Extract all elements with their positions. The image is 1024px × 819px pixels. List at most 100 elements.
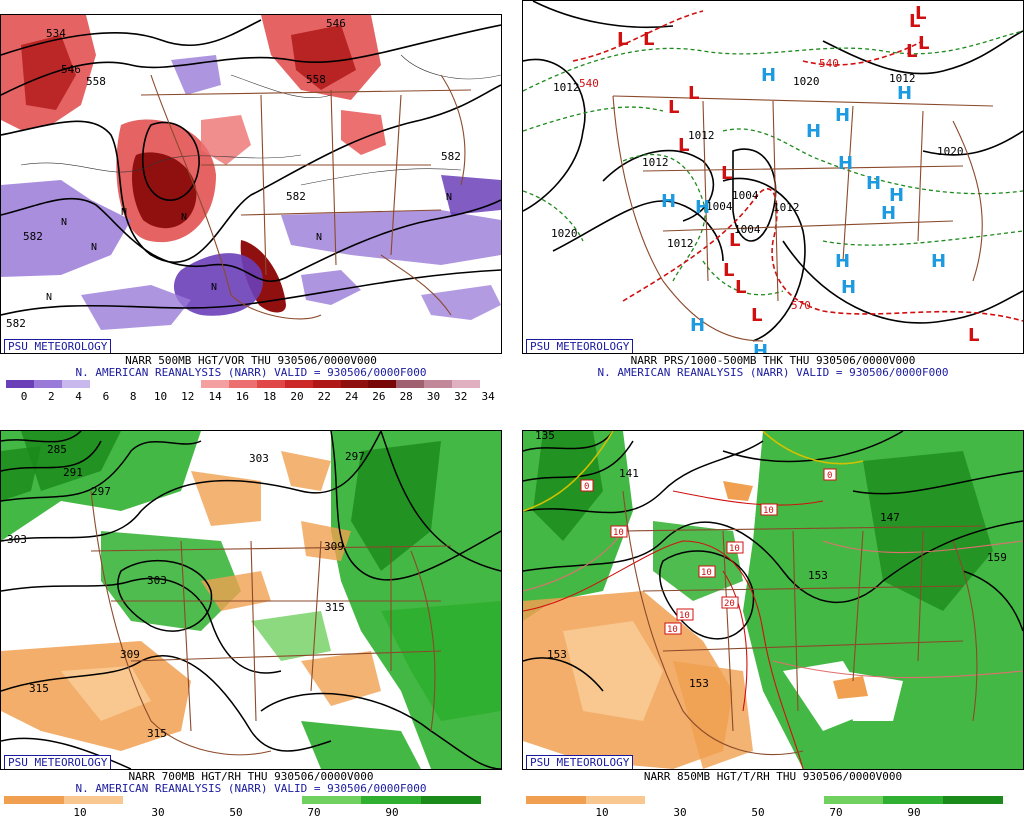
color-scale-tick-label: 14 (208, 390, 222, 403)
isobar-label: 1012 (889, 72, 916, 85)
color-scale-tick-label: 70 (307, 806, 321, 819)
vort-min-marker: N (181, 212, 187, 223)
panel-surface-pressure-thickness: 1012 540 1020 540 1012 1012 1020 1012 10… (522, 0, 1024, 404)
temp-label: 0 (584, 482, 589, 492)
thickness-label: 540 (579, 77, 599, 90)
color-scale-segment (526, 796, 586, 804)
temp-label: 20 (724, 599, 735, 609)
high-pressure-marker: H (881, 203, 896, 224)
credit-label: PSU METEOROLOGY (526, 339, 634, 353)
contour-label: 315 (325, 601, 345, 614)
contour-label: 303 (249, 452, 269, 465)
contour-label: 285 (47, 443, 67, 456)
vort-min-marker: N (211, 282, 217, 293)
high-pressure-marker: H (835, 251, 850, 272)
thickness-label: 570 (791, 299, 811, 312)
color-scale-ticks: 10 30 50 70 90 (0, 806, 502, 819)
contour-label: 582 (286, 190, 306, 203)
isobar-label: 1012 (688, 129, 715, 142)
high-pressure-marker: H (897, 83, 912, 104)
isobar-label: 1004 (734, 223, 761, 236)
contour-label: 582 (23, 230, 43, 243)
color-scale-segment (242, 796, 302, 804)
temp-label: 10 (763, 506, 774, 516)
high-pressure-marker: H (866, 173, 881, 194)
color-scale-tick-label: 90 (907, 806, 921, 819)
high-pressure-marker: H (695, 197, 710, 218)
map-700mb: 285 291 297 303 303 297 309 303 315 309 … (0, 430, 502, 770)
contour-label: 291 (63, 466, 83, 479)
temp-label: 10 (667, 625, 678, 635)
color-scale-tick-label: 32 (454, 390, 468, 403)
color-scale-segment (424, 380, 453, 388)
color-scale-tick-label: 30 (426, 390, 441, 403)
high-pressure-marker: H (753, 341, 768, 353)
color-scale-tick-label: 30 (673, 806, 687, 819)
color-scale-tick-label: 4 (75, 390, 82, 403)
color-scale-segment (117, 380, 146, 388)
vort-min-marker: N (46, 292, 52, 303)
low-pressure-marker: L (678, 135, 689, 156)
panel-500mb-vorticity: N N N N N N N N 534 546 558 558 582 582 … (0, 14, 502, 404)
color-scale-segment (942, 796, 1003, 804)
low-pressure-marker: L (906, 41, 917, 62)
isobar-label: 1012 (773, 201, 800, 214)
isobar-label: 1004 (732, 189, 759, 202)
color-scale-segment (340, 380, 369, 388)
color-scale-tick-label: 10 (595, 806, 609, 819)
low-pressure-marker: L (735, 277, 746, 298)
high-pressure-marker: H (838, 153, 853, 174)
panel-subtitle: N. AMERICAN REANALYSIS (NARR) VALID = 93… (75, 366, 427, 379)
color-scale-segment (33, 380, 63, 388)
high-pressure-marker: H (841, 277, 856, 298)
color-scale-tick-label: 30 (151, 806, 165, 819)
isobar-label: 1012 (553, 81, 580, 94)
low-pressure-marker: L (721, 163, 732, 184)
low-pressure-marker: L (723, 260, 734, 281)
low-pressure-marker: L (688, 83, 699, 104)
isobar-label: 1012 (642, 156, 669, 169)
contour-label: 309 (324, 540, 344, 553)
color-scale-segment (173, 380, 202, 388)
color-scale-segment (704, 796, 765, 804)
color-scale-bar (526, 796, 1003, 806)
contour-label: 159 (987, 551, 1007, 564)
contour-label: 153 (547, 648, 567, 661)
panel-700mb-rh: 285 291 297 303 303 297 309 303 315 309 … (0, 430, 502, 819)
color-scale-segment (61, 380, 91, 388)
high-pressure-marker: H (690, 315, 705, 336)
isobar-label: 1020 (937, 145, 964, 158)
credit-label: PSU METEOROLOGY (4, 755, 112, 769)
high-pressure-marker: H (931, 251, 946, 272)
color-scale-ticks: 10 30 50 70 90 (522, 806, 1024, 819)
high-pressure-marker: H (806, 121, 821, 142)
low-pressure-marker: L (918, 33, 929, 54)
contour-label: 303 (147, 574, 167, 587)
color-scale-segment (229, 380, 258, 388)
temp-label: 10 (729, 544, 740, 554)
isobar-label: 1020 (793, 75, 820, 88)
low-pressure-marker: L (968, 325, 979, 346)
vort-min-marker: N (91, 242, 97, 253)
panel-title: NARR 500MB HGT/VOR THU 930506/0000V000 (125, 354, 377, 367)
contour-label: 558 (86, 75, 106, 88)
color-scale-ticks: 0 2 4 6 8 10 12 14 16 18 20 22 24 26 28 30 32 34 (0, 390, 502, 403)
color-scale-segment (368, 380, 397, 388)
color-scale-tick-label: 22 (317, 390, 331, 403)
color-scale-tick-label: 34 (481, 390, 495, 403)
color-scale-tick-label: 10 (153, 390, 168, 403)
color-scale-tick-label: 16 (235, 390, 250, 403)
color-scale-bar (4, 796, 481, 806)
high-pressure-marker: H (835, 105, 850, 126)
contour-label: 303 (7, 533, 27, 546)
isobar-label: 1012 (667, 237, 694, 250)
color-scale-tick-label: 20 (290, 390, 304, 403)
credit-label: PSU METEOROLOGY (4, 339, 112, 353)
contour-label: 582 (441, 150, 461, 163)
color-scale-segment (6, 380, 35, 388)
color-scale-tick-label: 2 (47, 390, 55, 403)
credit-label: PSU METEOROLOGY (526, 755, 634, 769)
color-scale-segment (256, 380, 286, 388)
panel-subtitle: N. AMERICAN REANALYSIS (NARR) VALID = 93… (75, 782, 427, 795)
color-scale-segment (420, 796, 481, 804)
